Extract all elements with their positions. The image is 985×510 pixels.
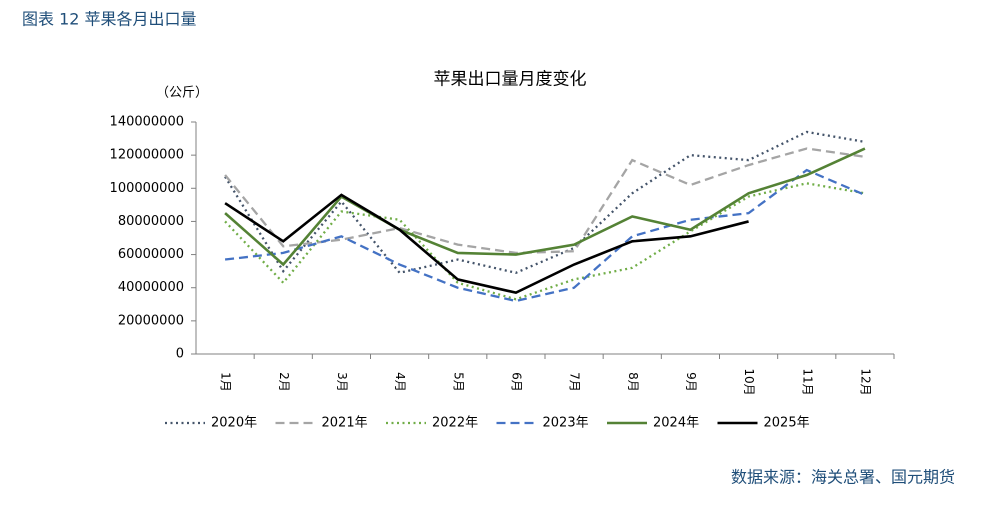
figure-label: 图表 12 苹果各月出口量	[22, 10, 197, 29]
y-tick-label: 40000000	[118, 280, 184, 295]
x-tick-label: 4月	[393, 372, 407, 392]
x-tick-label: 10月	[742, 368, 756, 395]
series-line	[224, 130, 866, 275]
y-tick-label: 60000000	[118, 247, 184, 262]
legend-label: 2020年	[211, 416, 257, 431]
legend-label: 2023年	[543, 416, 589, 431]
y-tick-label: 20000000	[118, 313, 184, 328]
legend-label: 2025年	[764, 416, 810, 431]
y-tick-label: 0	[176, 347, 184, 362]
y-axis-label: （公斤）	[156, 86, 208, 101]
y-tick-label: 100000000	[110, 181, 184, 196]
x-tick-label: 6月	[509, 372, 523, 392]
x-tick-label: 11月	[800, 368, 814, 395]
y-tick-label: 140000000	[110, 115, 184, 130]
x-tick-label: 9月	[684, 372, 698, 392]
series-line	[224, 193, 749, 295]
y-tick-label: 120000000	[110, 148, 184, 163]
legend-label: 2021年	[322, 416, 368, 431]
series-line	[224, 182, 866, 301]
legend-label: 2024年	[653, 416, 699, 431]
x-tick-label: 12月	[858, 368, 872, 395]
x-tick-label: 2月	[277, 372, 291, 392]
series-line	[224, 147, 866, 267]
legend-label: 2022年	[432, 416, 478, 431]
series-line	[224, 168, 866, 303]
source: 数据来源：海关总署、国元期货	[731, 468, 955, 487]
chart-title: 苹果出口量月度变化	[434, 70, 587, 90]
x-tick-label: 8月	[626, 372, 640, 392]
x-tick-label: 7月	[568, 372, 582, 392]
x-tick-label: 1月	[219, 372, 233, 392]
y-tick-label: 80000000	[118, 214, 184, 229]
x-tick-label: 5月	[451, 372, 465, 392]
x-tick-label: 3月	[335, 372, 349, 392]
series-line	[224, 147, 866, 255]
